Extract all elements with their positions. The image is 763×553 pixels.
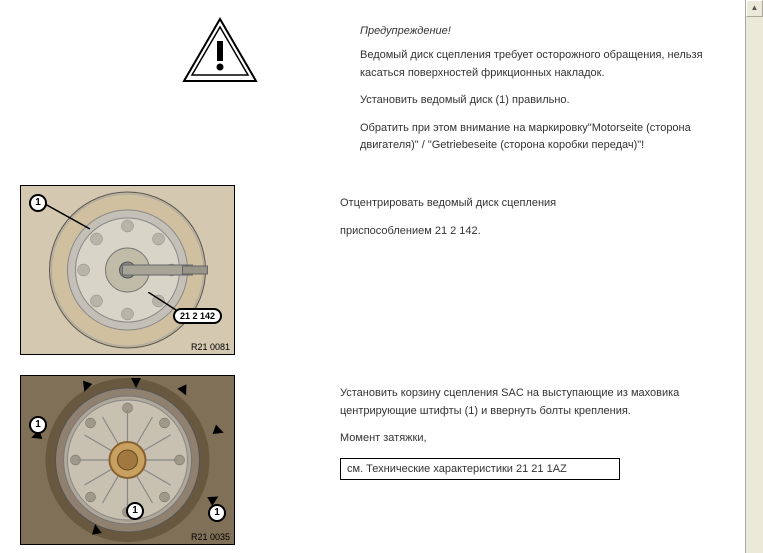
spec-link-box[interactable]: см. Технические характеристики 21 21 1AZ — [340, 458, 620, 480]
arrow-2 — [131, 378, 141, 388]
tool-line — [148, 292, 178, 312]
figure-ref-1: R21 0081 — [191, 342, 230, 352]
step1-p2: приспособлением 21 2 142. — [340, 223, 720, 241]
callout-2c: 1 — [208, 504, 226, 522]
section-step1: 1 21 2 142 R21 0081 Отцентрировать ведом… — [20, 180, 720, 355]
step1-text: Отцентрировать ведомый диск сцепления пр… — [240, 180, 720, 355]
figure-col-1: 1 21 2 142 R21 0081 — [20, 180, 240, 355]
vertical-scrollbar[interactable]: ▲ — [745, 0, 763, 553]
arrow-6 — [90, 523, 102, 535]
step2-p2: Момент затяжки, — [340, 430, 720, 448]
figure-2: 1 1 1 R21 0035 — [20, 375, 235, 545]
warning-triangle-icon — [180, 15, 260, 85]
scroll-up-button[interactable]: ▲ — [746, 0, 763, 17]
section-warning: Предупреждение! Ведомый диск сцепления т… — [20, 10, 720, 165]
figure-ref-2: R21 0035 — [191, 532, 230, 542]
section-step2: 1 1 1 R21 0035 Установить корзину сцепле… — [20, 370, 720, 545]
step1-p1: Отцентрировать ведомый диск сцепления — [340, 195, 720, 213]
step2-p1: Установить корзину сцепления SAC на выст… — [340, 385, 720, 420]
figure-col-warning — [20, 10, 340, 165]
callout-2a: 1 — [29, 416, 47, 434]
spec-link-text: см. Технические характеристики 21 21 1AZ — [347, 463, 567, 475]
callout-2b: 1 — [126, 502, 144, 520]
warning-p2: Установить ведомый диск (1) правильно. — [360, 92, 720, 110]
warning-text: Предупреждение! Ведомый диск сцепления т… — [340, 10, 720, 165]
warning-title: Предупреждение! — [360, 25, 720, 37]
document-page: Предупреждение! Ведомый диск сцепления т… — [0, 0, 740, 553]
step2-text: Установить корзину сцепления SAC на выст… — [240, 370, 720, 545]
callout-line — [45, 204, 95, 234]
warning-p1: Ведомый диск сцепления требует осторожно… — [360, 47, 720, 82]
tool-label-1: 21 2 142 — [173, 308, 222, 324]
warning-p3: Обратить при этом внимание на маркировку… — [360, 120, 720, 155]
figure-1: 1 21 2 142 R21 0081 — [20, 185, 235, 355]
sac-basket-illustration — [20, 375, 235, 545]
figure-col-2: 1 1 1 R21 0035 — [20, 370, 240, 545]
